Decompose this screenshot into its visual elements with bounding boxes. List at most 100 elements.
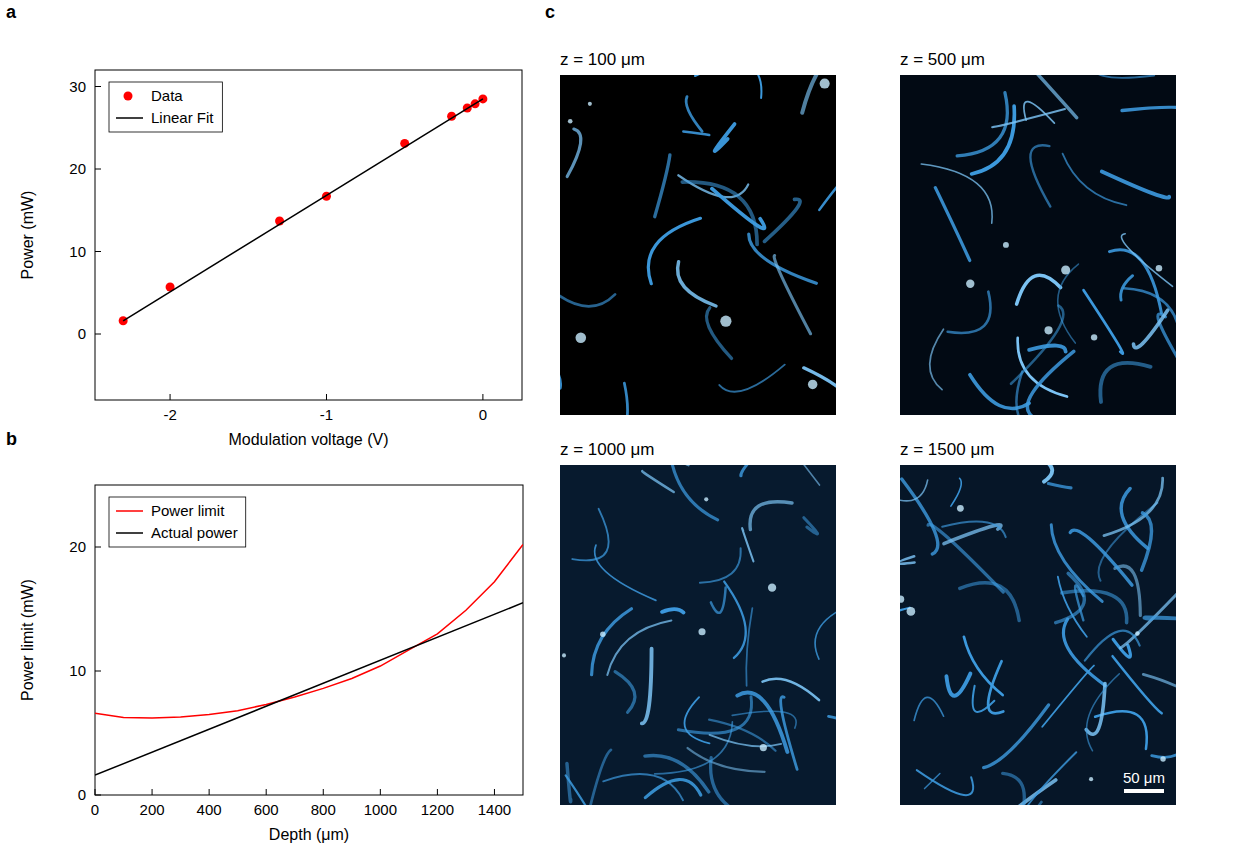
y-tick (95, 547, 101, 548)
vessel (902, 479, 938, 554)
vessel (921, 164, 992, 223)
vessel (695, 75, 761, 98)
bright-spot (1160, 756, 1165, 761)
vessel (804, 368, 836, 415)
x-tick (482, 394, 483, 400)
vessel (655, 155, 670, 217)
vessel (592, 609, 632, 675)
x-tick-label: 1200 (421, 801, 454, 818)
vessel (804, 518, 818, 534)
bright-spot (1061, 265, 1070, 274)
vessel (774, 255, 810, 333)
vessel (973, 686, 995, 712)
x-tick (170, 394, 171, 400)
vessel (1115, 566, 1140, 615)
legend-symbol (116, 510, 143, 512)
vessel (900, 608, 910, 681)
vessel (763, 679, 819, 700)
vessel (662, 609, 684, 612)
image-background (560, 465, 836, 805)
vessel (1042, 666, 1094, 727)
vessel (709, 720, 775, 751)
x-tick (437, 789, 438, 795)
x-tick (152, 789, 153, 795)
vessel (1133, 310, 1167, 348)
y-tick-label: 10 (69, 243, 86, 260)
series-line (95, 545, 523, 719)
image-caption: z = 1500 μm (900, 440, 994, 459)
legend-symbol (124, 92, 133, 101)
x-tick (323, 789, 324, 795)
image (560, 75, 836, 415)
legend: Power limitActual power (109, 497, 246, 547)
vessel (750, 502, 792, 530)
marks (95, 545, 523, 776)
vessel (914, 697, 943, 720)
vessel (645, 780, 700, 798)
bright-spot (966, 280, 974, 288)
bright-spot (768, 584, 776, 592)
vessel (746, 608, 752, 686)
vessel (765, 199, 800, 241)
bright-spot (698, 628, 705, 635)
vessel (1085, 631, 1140, 661)
bright-spot (575, 332, 586, 343)
bright-spot (907, 607, 916, 616)
bright-spot (760, 744, 767, 751)
panel-letter: a (6, 2, 17, 22)
vessel (1142, 513, 1152, 570)
vessel (1121, 488, 1148, 548)
x-tick (326, 394, 327, 400)
x-tick-label: 200 (140, 801, 165, 818)
bright-spot (1135, 631, 1139, 635)
y-tick-label: 10 (69, 662, 86, 679)
y-tick-label: 30 (69, 78, 86, 95)
vessel (964, 637, 1003, 695)
legend-label: Linear Fit (151, 109, 214, 126)
image (900, 465, 1176, 805)
vessel (719, 365, 784, 392)
vessel (572, 509, 608, 561)
vessel (1087, 674, 1120, 751)
y-tick (95, 86, 101, 87)
vessel (815, 611, 836, 659)
chart-b: b020040060080010001200140001020Depth (μm… (6, 429, 523, 843)
y-tick-label: 0 (78, 325, 86, 342)
vessel (1104, 478, 1163, 536)
vessel (960, 583, 1019, 621)
x-tick-label: 0 (479, 406, 487, 423)
vessel (710, 735, 782, 746)
legend-symbol (116, 532, 143, 534)
vessel (948, 292, 991, 333)
scale-bar (1124, 789, 1164, 793)
x-tick (209, 789, 210, 795)
scale-bar-label: 50 μm (1123, 769, 1165, 786)
bright-spot (704, 497, 708, 501)
x-tick-label: 600 (254, 801, 279, 818)
vessel (1121, 234, 1172, 287)
vessel (1070, 530, 1132, 585)
vessel (1100, 363, 1150, 402)
vessel (951, 478, 961, 506)
y-axis-title: Power (mW) (19, 191, 36, 280)
bright-spot (568, 119, 573, 124)
bright-spot (1091, 334, 1097, 340)
vessel (585, 750, 611, 805)
x-tick (95, 789, 96, 795)
vessel (1018, 752, 1076, 805)
image-background (900, 75, 1176, 415)
bright-spot (562, 653, 566, 657)
bright-spot (808, 380, 817, 389)
image-caption: z = 1000 μm (560, 440, 654, 459)
x-tick-label: 1000 (364, 801, 397, 818)
bright-spot (588, 102, 592, 106)
bright-spot (900, 595, 904, 602)
vessel (1058, 264, 1079, 343)
vessel (1144, 617, 1176, 619)
vessel (900, 480, 928, 501)
vessel (1084, 290, 1123, 353)
vessel (1056, 573, 1085, 622)
panel-letter: c (545, 2, 555, 22)
x-axis-title: Depth (μm) (269, 826, 349, 843)
vessel (942, 521, 1006, 537)
